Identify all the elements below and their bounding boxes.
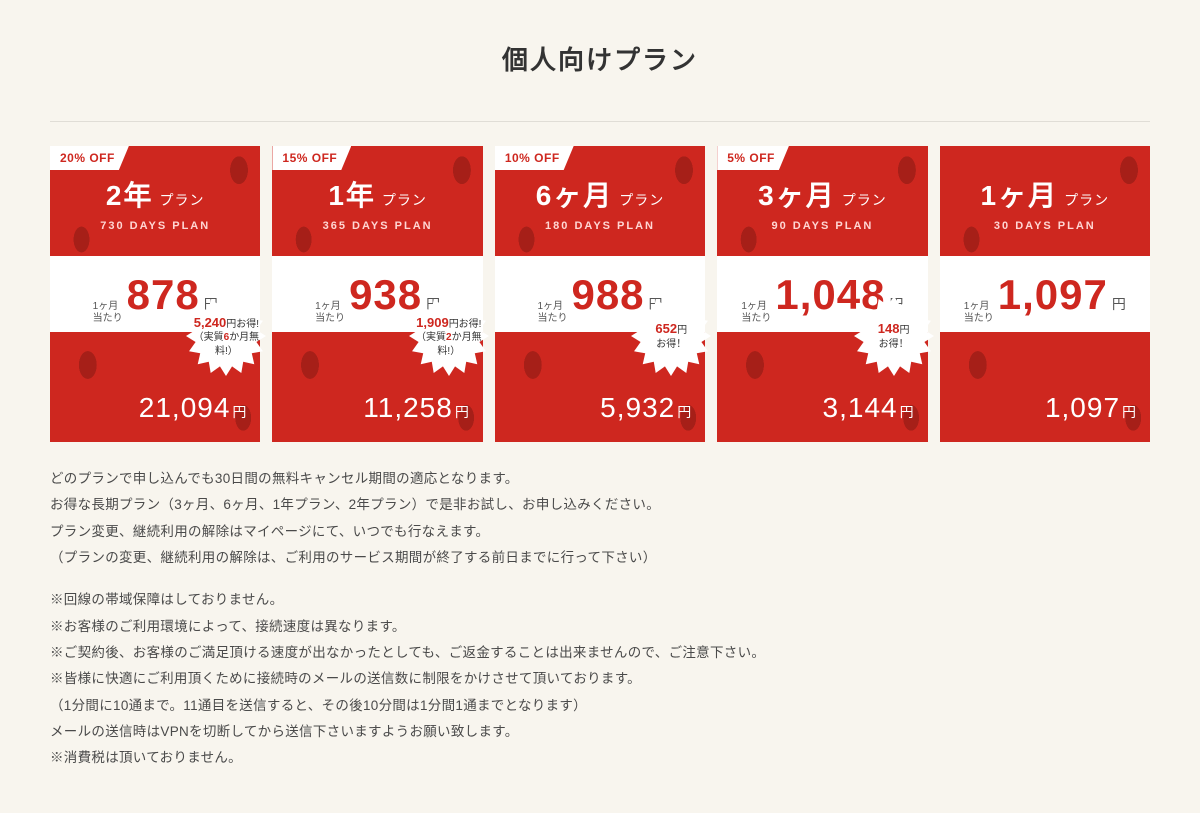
yen-unit: 円 bbox=[1112, 294, 1126, 314]
plan-subtitle: 730 DAYS PLAN bbox=[50, 220, 260, 232]
yen-unit: 円 bbox=[1122, 404, 1136, 420]
total-price: 5,932 bbox=[600, 392, 675, 423]
note-line: ※皆様に快適にご利用頂くために接続時のメールの送信数に制限をかけさせて頂いており… bbox=[50, 666, 1150, 692]
note-line: どのプランで申し込んでも30日間の無料キャンセル期間の適応となります。 bbox=[50, 466, 1150, 492]
plan-subtitle: 180 DAYS PLAN bbox=[495, 220, 705, 232]
plan-name: 1年 bbox=[328, 174, 376, 214]
plan-name-suffix: プラン bbox=[842, 190, 887, 210]
plan-card[interactable]: 5% OFF3ヶ月プラン90 DAYS PLAN1ヶ月当たり1,048円148円… bbox=[717, 146, 927, 442]
plan-name-suffix: プラン bbox=[1064, 190, 1109, 210]
plan-name-suffix: プラン bbox=[382, 190, 427, 210]
yen-unit: 円 bbox=[232, 404, 246, 420]
note-line: （プランの変更、継続利用の解除は、ご利用のサービス期間が終了する前日までに行って… bbox=[50, 545, 1150, 571]
total-price: 3,144 bbox=[823, 392, 898, 423]
per-month-label: 1ヶ月当たり bbox=[741, 301, 771, 324]
discount-badge: 10% OFF bbox=[495, 146, 574, 170]
yen-unit: 円 bbox=[900, 404, 914, 420]
note-line: ※回線の帯域保障はしておりません。 bbox=[50, 587, 1150, 613]
total-price: 1,097 bbox=[1045, 392, 1120, 423]
plan-name: 3ヶ月 bbox=[758, 174, 836, 214]
plan-card[interactable]: 10% OFF6ヶ月プラン180 DAYS PLAN1ヶ月当たり988円652円… bbox=[495, 146, 705, 442]
savings-badge: 1,909円お得!（実質2か月無料!） bbox=[409, 296, 489, 376]
plan-name: 2年 bbox=[106, 174, 154, 214]
total-price: 21,094 bbox=[139, 392, 231, 423]
per-month-label: 1ヶ月当たり bbox=[537, 301, 567, 324]
plan-subtitle: 30 DAYS PLAN bbox=[940, 220, 1150, 232]
notes-block: どのプランで申し込んでも30日間の無料キャンセル期間の適応となります。お得な長期… bbox=[50, 466, 1150, 771]
savings-badge: 5,240円お得!（実質6か月無料!） bbox=[186, 296, 266, 376]
note-line: ※お客様のご利用環境によって、接続速度は異なります。 bbox=[50, 614, 1150, 640]
pricing-cards: 20% OFF2年プラン730 DAYS PLAN1ヶ月当たり878円5,240… bbox=[50, 146, 1150, 442]
plan-name: 1ヶ月 bbox=[981, 174, 1059, 214]
plan-card[interactable]: 20% OFF2年プラン730 DAYS PLAN1ヶ月当たり878円5,240… bbox=[50, 146, 260, 442]
note-line: ※消費税は頂いておりません。 bbox=[50, 745, 1150, 771]
note-line: ※ご契約後、お客様のご満足頂ける速度が出なかったとしても、ご返金することは出来ま… bbox=[50, 640, 1150, 666]
plan-subtitle: 365 DAYS PLAN bbox=[272, 220, 482, 232]
plan-name-suffix: プラン bbox=[159, 190, 204, 210]
page-title: 個人向けプラン bbox=[50, 40, 1150, 77]
yen-unit: 円 bbox=[677, 404, 691, 420]
plan-name-suffix: プラン bbox=[619, 190, 664, 210]
plan-name: 6ヶ月 bbox=[536, 174, 614, 214]
savings-badge: 148円お得！ bbox=[854, 296, 934, 376]
monthly-price: 1,097 bbox=[998, 274, 1108, 316]
note-line: （1分間に10通まで。11通目を送信すると、その後10分間は1分間1通までとなり… bbox=[50, 693, 1150, 719]
divider bbox=[50, 121, 1150, 122]
total-price: 11,258 bbox=[363, 392, 453, 423]
discount-badge: 15% OFF bbox=[272, 146, 351, 170]
plan-card[interactable]: 1ヶ月プラン30 DAYS PLAN1ヶ月当たり1,097円1,097円 bbox=[940, 146, 1150, 442]
per-month-label: 1ヶ月当たり bbox=[964, 301, 994, 324]
note-line: お得な長期プラン（3ヶ月、6ヶ月、1年プラン、2年プラン）で是非お試し、お申し込… bbox=[50, 492, 1150, 518]
discount-badge: 5% OFF bbox=[717, 146, 789, 170]
note-line: プラン変更、継続利用の解除はマイページにて、いつでも行なえます。 bbox=[50, 519, 1150, 545]
per-month-label: 1ヶ月当たり bbox=[315, 301, 345, 324]
per-month-label: 1ヶ月当たり bbox=[93, 301, 123, 324]
plan-card[interactable]: 15% OFF1年プラン365 DAYS PLAN1ヶ月当たり938円1,909… bbox=[272, 146, 482, 442]
yen-unit: 円 bbox=[455, 404, 469, 420]
discount-badge: 20% OFF bbox=[50, 146, 129, 170]
savings-badge: 652円お得！ bbox=[631, 296, 711, 376]
note-line: メールの送信時はVPNを切断してから送信下さいますようお願い致します。 bbox=[50, 719, 1150, 745]
plan-subtitle: 90 DAYS PLAN bbox=[717, 220, 927, 232]
